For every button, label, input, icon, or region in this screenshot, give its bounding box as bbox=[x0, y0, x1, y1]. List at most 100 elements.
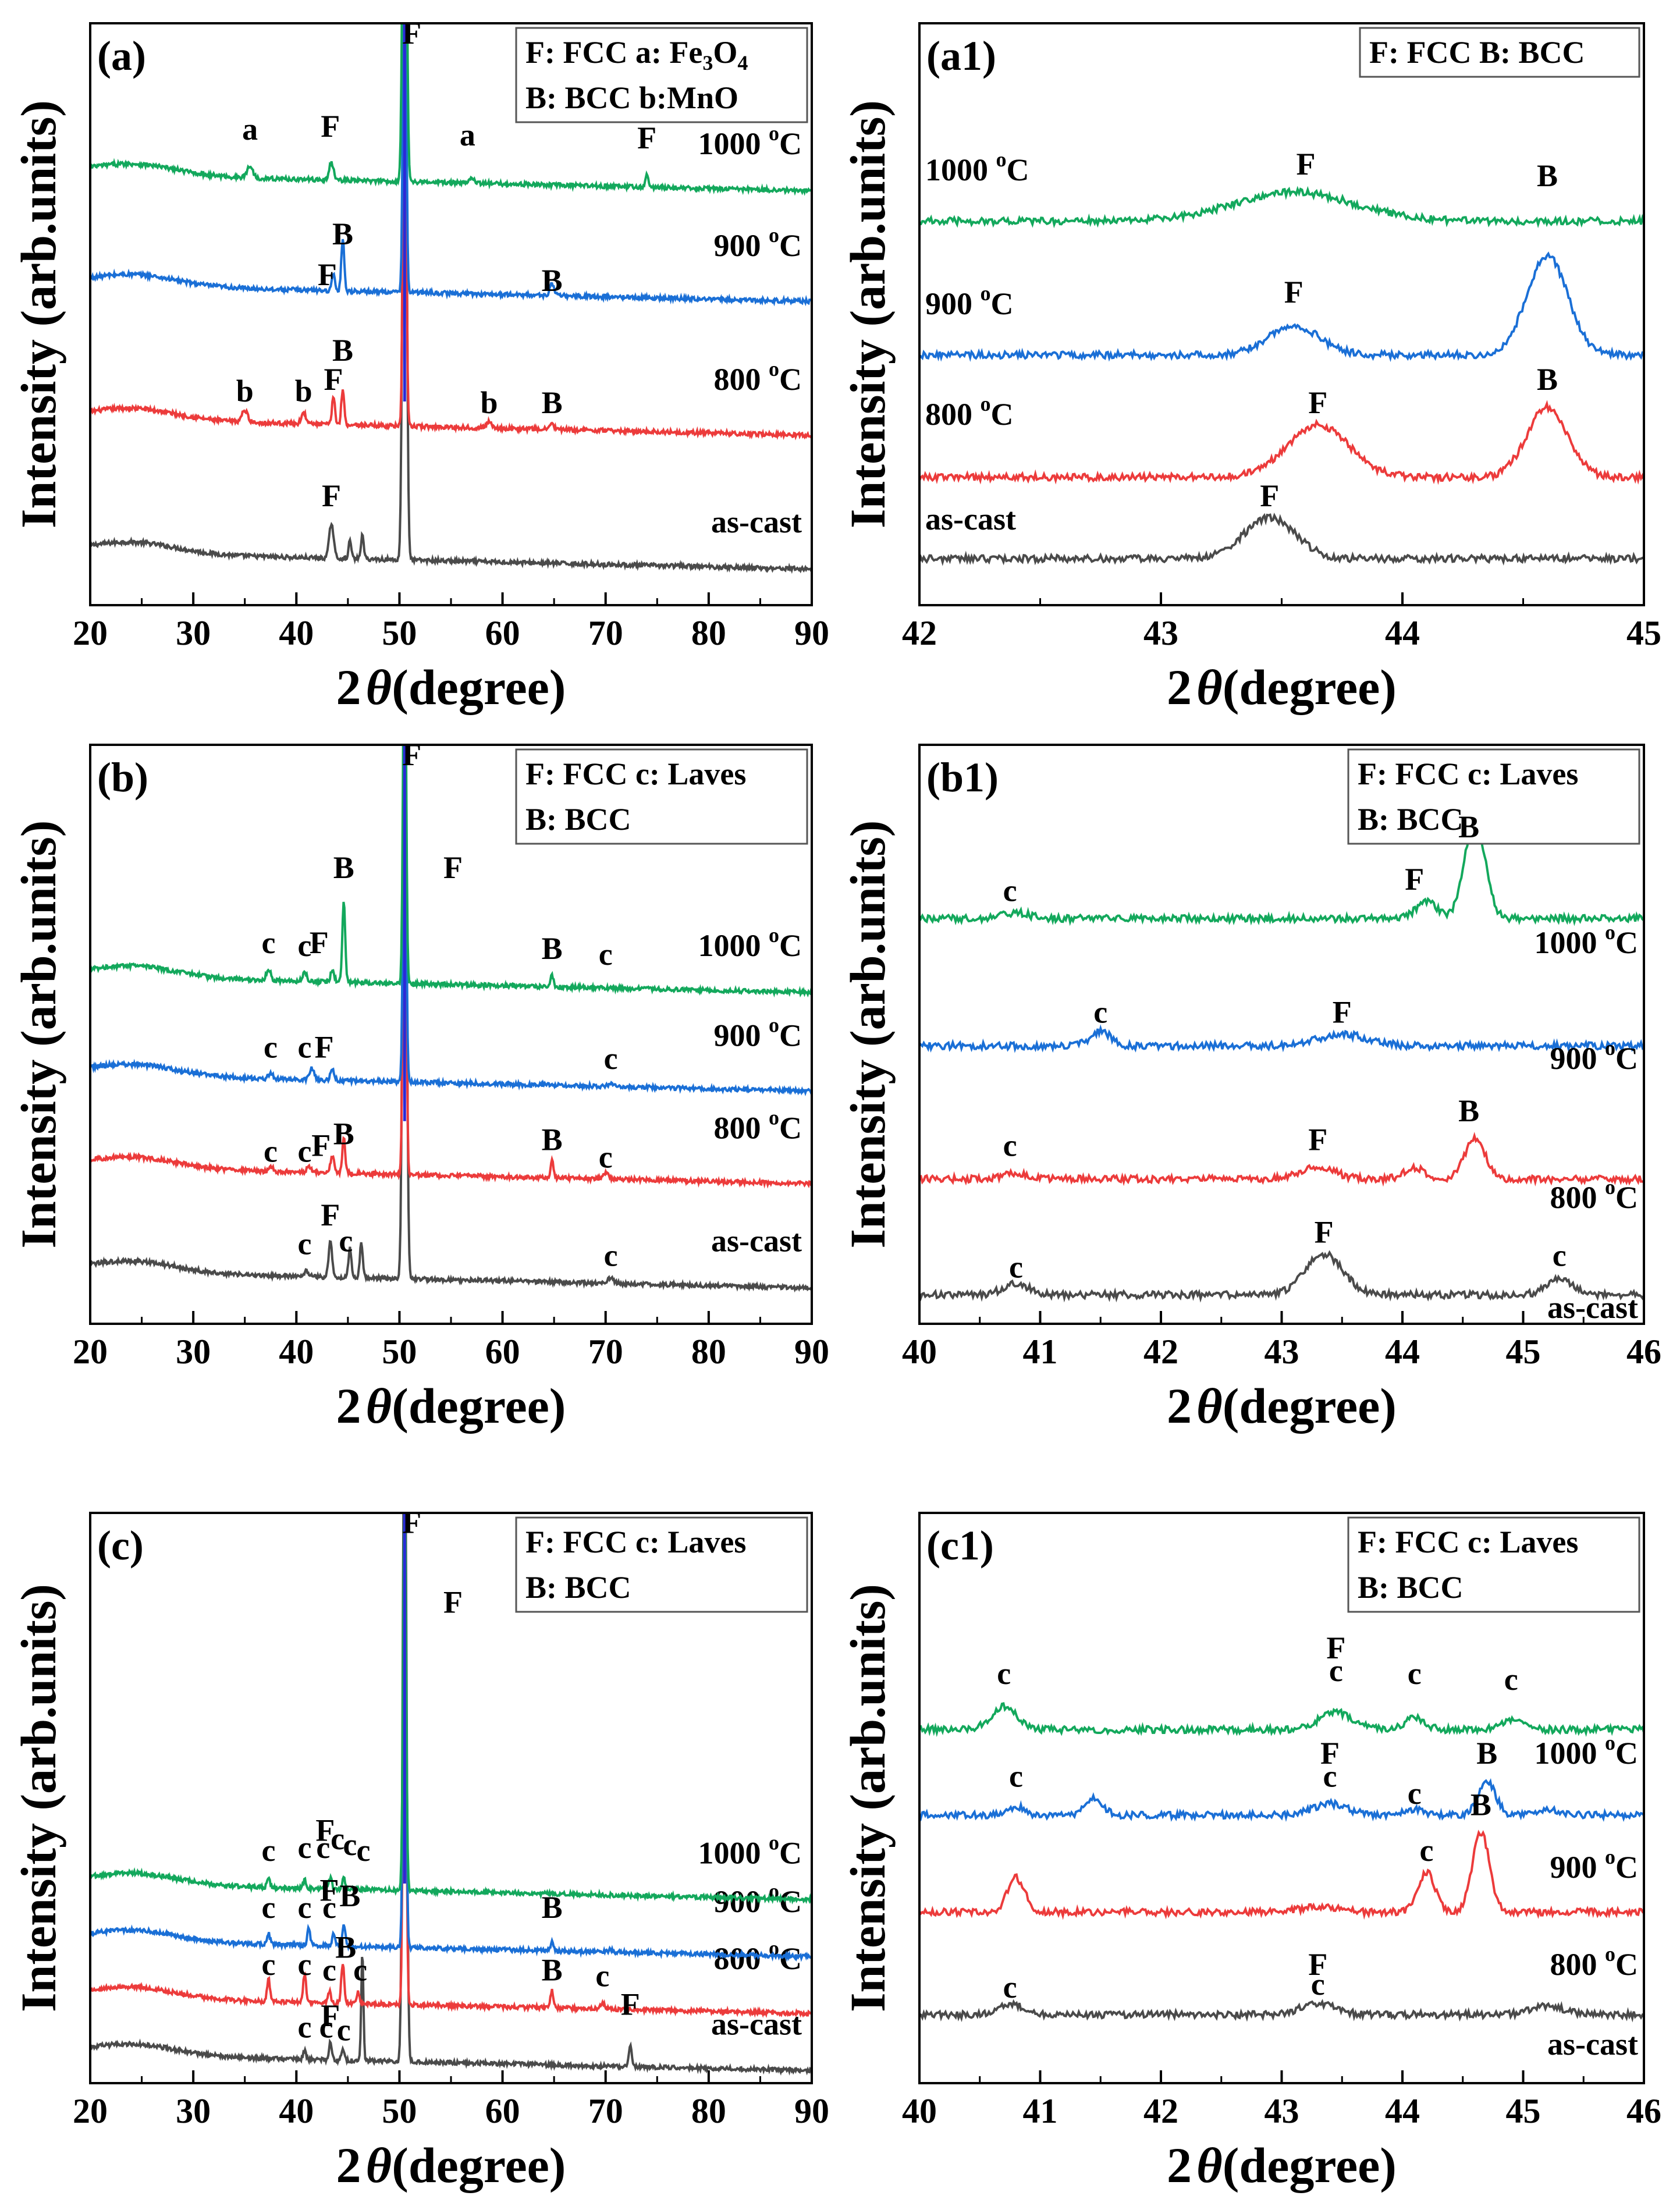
x-tick-label: 45 bbox=[1506, 2092, 1541, 2130]
peak-label: B bbox=[542, 1953, 563, 1988]
peak-label: c bbox=[356, 1833, 370, 1868]
series-line-1000 bbox=[90, 745, 812, 998]
peak-label: B bbox=[1458, 1093, 1479, 1128]
peak-label: c bbox=[319, 2010, 333, 2045]
peak-label: F bbox=[310, 925, 329, 960]
peak-label: c bbox=[1553, 1238, 1567, 1273]
x-tick-label: 40 bbox=[902, 1333, 937, 1371]
x-axis-title: 2θ(degree) bbox=[1167, 1378, 1397, 1434]
peak-label: F bbox=[321, 109, 340, 144]
x-tick-label: 30 bbox=[176, 2092, 211, 2130]
peak-label: F bbox=[402, 16, 421, 51]
series-line-900 bbox=[919, 1024, 1644, 1053]
x-tick-label: 40 bbox=[279, 2092, 314, 2130]
series-line-as-cast bbox=[919, 1999, 1644, 2023]
x-tick-label: 60 bbox=[485, 614, 520, 652]
panel-a: as-cast 800 oC 900 oC 1000 oC 20 30 40 50 60 70 80… bbox=[10, 16, 829, 715]
x-tick-label: 50 bbox=[382, 614, 417, 652]
peak-label: B bbox=[1537, 158, 1558, 193]
series-line-900 bbox=[919, 1778, 1644, 1822]
legend-entry: F: FCC c: Laves bbox=[1358, 756, 1578, 791]
peak-label: F bbox=[318, 257, 337, 292]
series-line-1000 bbox=[919, 186, 1644, 229]
series-line-as-cast bbox=[919, 512, 1644, 566]
peak-label: c bbox=[353, 1953, 367, 1988]
peak-label: B bbox=[1476, 1736, 1497, 1771]
curve-label-as-cast: as-cast bbox=[1547, 2027, 1638, 2062]
series-line-900 bbox=[919, 251, 1644, 363]
peak-label: c bbox=[264, 1029, 278, 1064]
legend-entry: B: BCC bbox=[1358, 1570, 1464, 1605]
peak-label: c bbox=[604, 1238, 618, 1273]
series-line-as-cast bbox=[919, 1250, 1644, 1303]
peak-label: c bbox=[1009, 1249, 1023, 1284]
x-tick-label: 41 bbox=[1023, 1333, 1058, 1371]
x-tick-label: 45 bbox=[1506, 1333, 1541, 1371]
peak-label: F bbox=[1308, 385, 1327, 420]
peak-label: c bbox=[261, 1833, 275, 1868]
peak-label: c bbox=[343, 1827, 357, 1862]
peak-label: a bbox=[242, 112, 258, 147]
curve-label-as-cast: as-cast bbox=[925, 502, 1016, 536]
peak-label: c bbox=[297, 1830, 311, 1865]
peak-label: c bbox=[1329, 1653, 1343, 1688]
panel-label: (a) bbox=[97, 33, 146, 79]
x-tick-label: 40 bbox=[279, 614, 314, 652]
peak-label: F bbox=[1315, 1215, 1334, 1250]
x-tick-label: 60 bbox=[485, 1333, 520, 1371]
curve-label-800: 800 oC bbox=[1550, 1175, 1639, 1215]
peak-label: c bbox=[1311, 1967, 1325, 2002]
panel-label: (b) bbox=[97, 754, 148, 801]
curve-label-800: 800 oC bbox=[925, 392, 1014, 432]
peak-label: F bbox=[402, 1505, 421, 1540]
x-tick-label: 20 bbox=[73, 2092, 108, 2130]
series-line-900 bbox=[90, 745, 812, 1097]
legend-entry: B: BCC bbox=[525, 1570, 631, 1605]
x-tick-label: 40 bbox=[279, 1333, 314, 1371]
curve-label-900: 900 oC bbox=[1550, 1845, 1639, 1885]
peak-label: B bbox=[332, 333, 353, 368]
peak-label: B bbox=[335, 1930, 356, 1964]
peak-label: F bbox=[443, 1585, 463, 1620]
peak-label: c bbox=[1093, 995, 1107, 1030]
peak-label: c bbox=[339, 1224, 353, 1259]
peak-label: b bbox=[295, 374, 312, 408]
peak-label: c bbox=[297, 1134, 311, 1168]
series-line-800 bbox=[90, 745, 812, 1189]
peak-label: F bbox=[315, 1029, 334, 1064]
peak-label: c bbox=[297, 928, 311, 963]
peak-label: F bbox=[321, 1198, 340, 1232]
series-line-1000 bbox=[919, 1702, 1644, 1738]
legend-box bbox=[1359, 27, 1640, 78]
peak-label: F bbox=[315, 1813, 335, 1848]
peak-label: F bbox=[1297, 147, 1316, 182]
panel-a1: as-cast 800 oC 900 oC 1000 oC 42 43 44 45 2θ(deg… bbox=[840, 22, 1661, 715]
plot-frame bbox=[918, 22, 1645, 606]
peak-label: B bbox=[542, 1890, 563, 1925]
x-tick-label: 60 bbox=[485, 2092, 520, 2130]
y-axis-title: Intensity (arb.units) bbox=[840, 1584, 896, 2012]
x-tick-label: 41 bbox=[1023, 2092, 1058, 2130]
peak-label: B bbox=[339, 1878, 360, 1913]
peak-label: c bbox=[261, 1890, 275, 1925]
series-line-800 bbox=[919, 1829, 1644, 1920]
x-tick-label: 46 bbox=[1626, 1333, 1661, 1371]
peak-label: F bbox=[1326, 1630, 1345, 1665]
x-tick-label: 40 bbox=[902, 2092, 937, 2130]
x-axis-title: 2θ(degree) bbox=[336, 659, 566, 715]
series-line-900 bbox=[90, 23, 812, 307]
panel-label: (a1) bbox=[926, 33, 996, 79]
curve-label-as-cast: as-cast bbox=[711, 504, 802, 539]
x-tick-label: 43 bbox=[1265, 2092, 1299, 2130]
series-line-800 bbox=[90, 1513, 812, 2018]
peak-label: F bbox=[1308, 1947, 1327, 1982]
x-tick-label: 50 bbox=[382, 2092, 417, 2130]
series-line-as-cast bbox=[90, 1513, 812, 2076]
curve-label-1000: 1000 oC bbox=[1535, 921, 1639, 960]
series-line-800 bbox=[90, 23, 812, 440]
series-line-1000 bbox=[919, 815, 1644, 926]
peak-label: c bbox=[297, 1029, 311, 1064]
series-line-1000 bbox=[90, 1513, 812, 1905]
panel-label: (c) bbox=[97, 1522, 144, 1569]
